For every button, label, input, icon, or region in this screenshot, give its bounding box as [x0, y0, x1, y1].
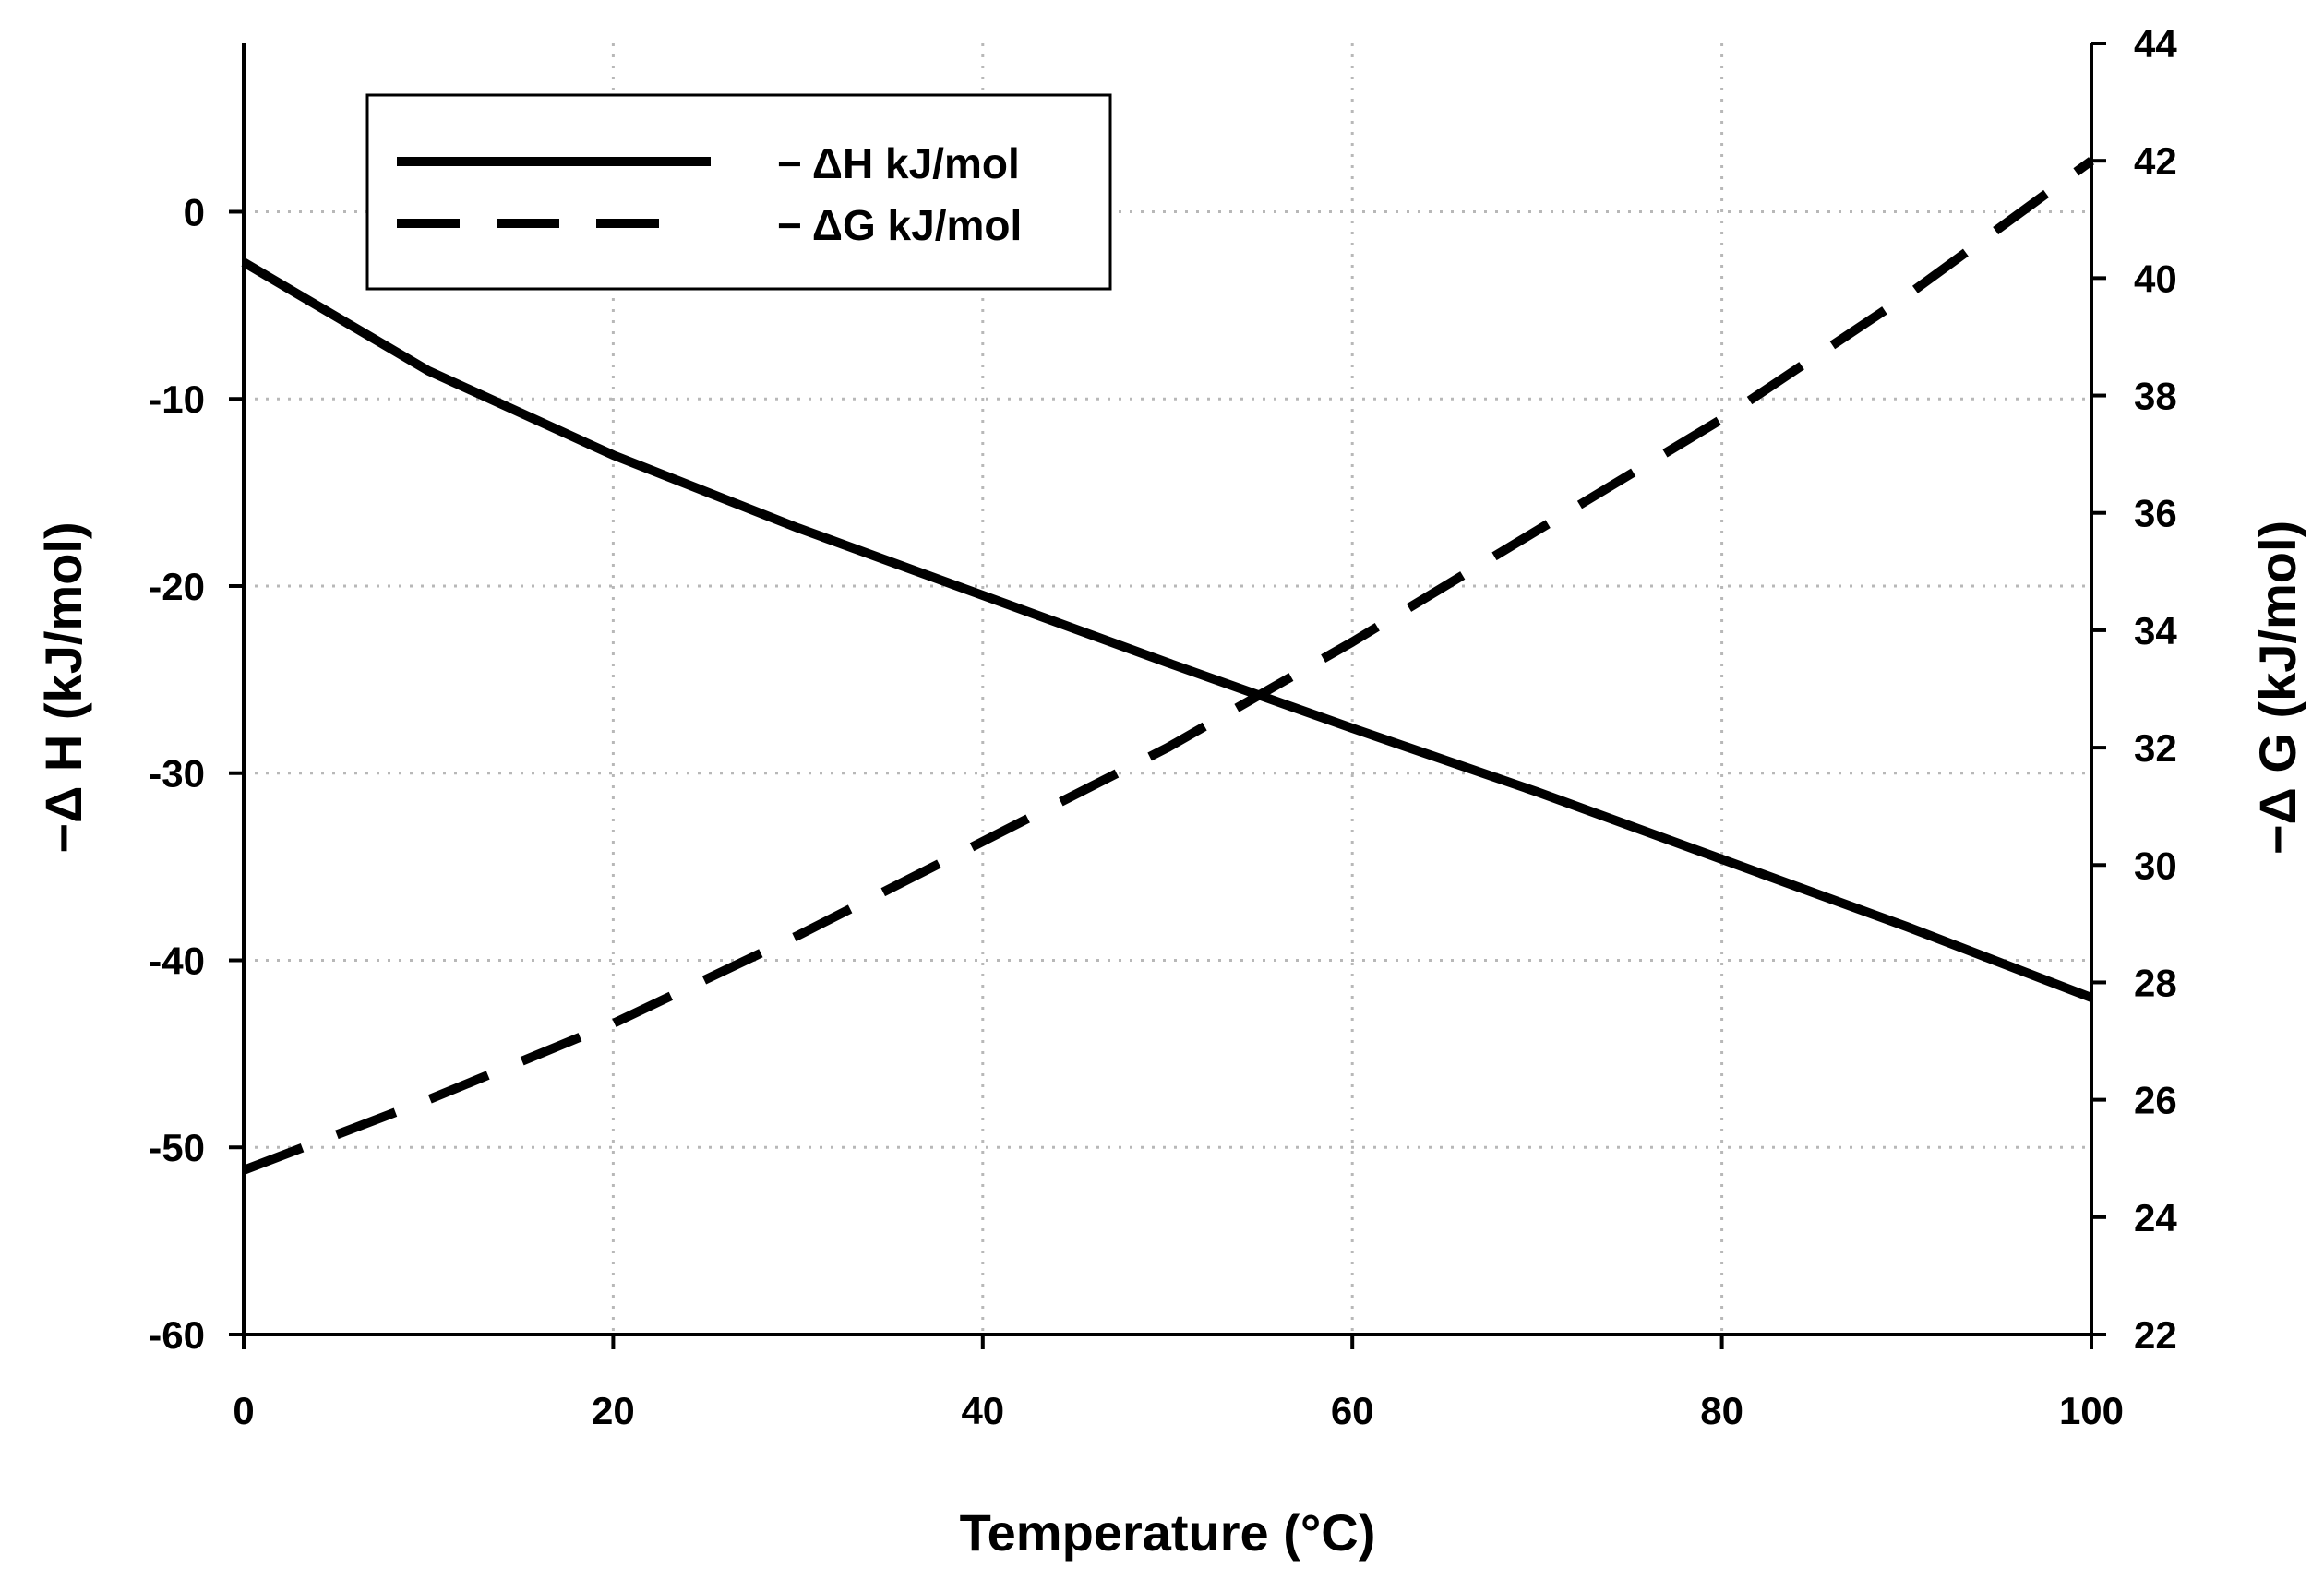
y-right-tick-label: 34	[2134, 609, 2177, 652]
y-right-tick-label: 32	[2134, 726, 2177, 770]
x-tick-label: 100	[2059, 1389, 2124, 1432]
y-left-tick-label: -20	[149, 565, 205, 608]
x-tick-label: 60	[1331, 1389, 1374, 1432]
ticks: 0 20 40 60 80 100 -60 -50 -40 -30 -20 -10 0 22 24 26 28 3…	[149, 22, 2177, 1432]
legend: − ΔH kJ/mol − ΔG kJ/mol	[365, 93, 1112, 291]
y-right-tick-label: 28	[2134, 961, 2177, 1004]
grid	[244, 43, 2091, 1335]
y-right-tick-label: 22	[2134, 1313, 2177, 1357]
series-line-dh	[241, 257, 2093, 1002]
x-tick-label: 80	[1700, 1389, 1743, 1432]
x-axis-title: Temperature (°C)	[960, 1503, 1376, 1562]
x-tick-label: 0	[233, 1389, 254, 1432]
y-right-tick-label: 40	[2134, 257, 2177, 300]
legend-label-dg: − ΔG kJ/mol	[777, 201, 1022, 249]
y-right-tick-label: 24	[2134, 1196, 2177, 1239]
y-right-tick-label: 36	[2134, 492, 2177, 535]
right-axis-title: −Δ G (kJ/mol)	[2248, 521, 2306, 855]
axes	[242, 43, 2093, 1336]
y-right-tick-label: 26	[2134, 1079, 2177, 1122]
x-tick-label: 40	[961, 1389, 1004, 1432]
left-axis-title: −Δ H (kJ/mol)	[34, 521, 92, 853]
y-left-tick-label: -60	[149, 1313, 205, 1357]
series-line-dg	[242, 157, 2094, 1175]
y-left-tick-label: -30	[149, 752, 205, 796]
y-left-tick-label: -10	[149, 377, 205, 421]
y-right-tick-label: 38	[2134, 375, 2177, 418]
y-left-tick-label: -40	[149, 939, 205, 982]
legend-box	[365, 93, 1112, 291]
legend-label-dh: − ΔH kJ/mol	[777, 139, 1020, 187]
y-right-tick-label: 42	[2134, 139, 2177, 183]
x-tick-label: 20	[592, 1389, 635, 1432]
y-left-tick-label: 0	[184, 190, 205, 233]
y-left-tick-label: -50	[149, 1126, 205, 1169]
y-right-tick-label: 30	[2134, 844, 2177, 887]
y-right-tick-label: 44	[2134, 22, 2177, 66]
series-layer	[241, 157, 2094, 1175]
